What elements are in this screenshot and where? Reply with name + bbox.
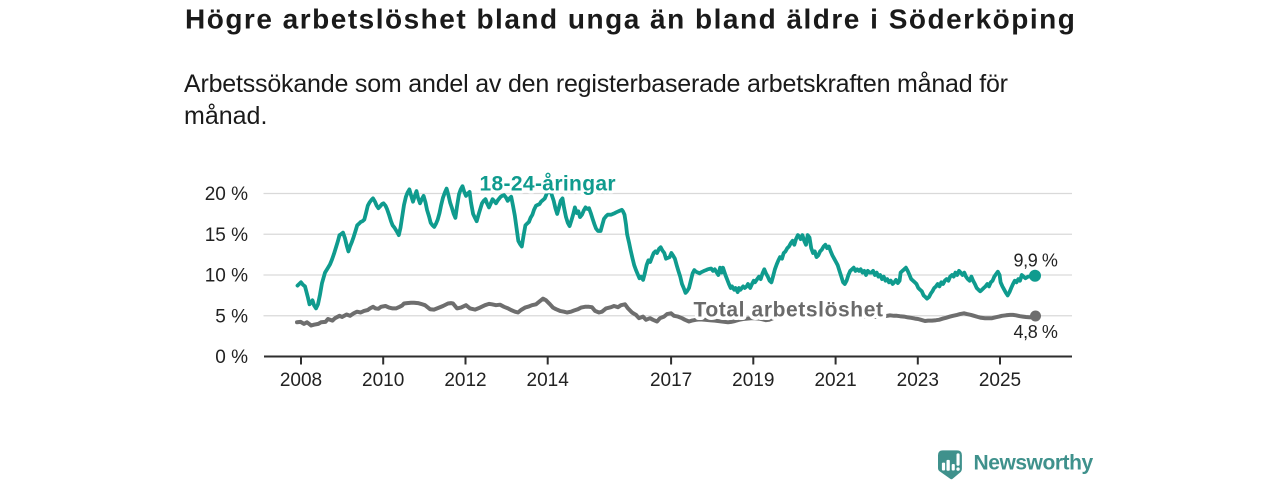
svg-text:0 %: 0 % [215, 347, 248, 368]
svg-text:2012: 2012 [444, 370, 486, 391]
svg-text:Arbetssökande som andel av den: Arbetssökande som andel av den registerb… [184, 70, 1008, 98]
svg-text:2010: 2010 [362, 370, 404, 391]
svg-text:2008: 2008 [280, 370, 322, 391]
svg-text:10 %: 10 % [205, 266, 248, 287]
svg-text:5 %: 5 % [215, 306, 248, 327]
svg-text:månad.: månad. [184, 102, 267, 130]
svg-text:4,8 %: 4,8 % [1013, 322, 1057, 342]
svg-text:Högre arbetslöshet bland unga: Högre arbetslöshet bland unga än bland ä… [185, 4, 1076, 35]
svg-text:2019: 2019 [732, 370, 774, 391]
svg-text:2025: 2025 [979, 370, 1021, 391]
svg-text:Newsworthy: Newsworthy [974, 452, 1094, 475]
svg-text:2021: 2021 [814, 370, 856, 391]
svg-text:18-24-åringar: 18-24-åringar [480, 173, 616, 196]
svg-text:20 %: 20 % [205, 184, 248, 205]
svg-text:9,9 %: 9,9 % [1013, 251, 1057, 271]
svg-text:2014: 2014 [527, 370, 570, 391]
svg-text:2023: 2023 [897, 370, 939, 391]
svg-text:2017: 2017 [650, 370, 692, 391]
svg-text:15 %: 15 % [205, 225, 248, 246]
svg-text:Total arbetslöshet: Total arbetslöshet [694, 299, 884, 322]
